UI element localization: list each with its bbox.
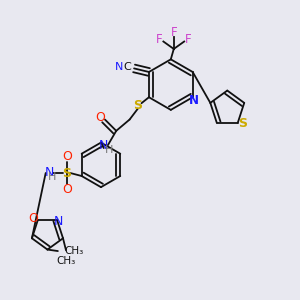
Text: N: N xyxy=(44,166,54,178)
Text: F: F xyxy=(156,33,162,46)
Text: H: H xyxy=(105,145,114,155)
Text: F: F xyxy=(170,26,177,39)
Text: S: S xyxy=(134,99,142,112)
Text: N: N xyxy=(115,62,124,72)
Text: N: N xyxy=(189,94,199,107)
Text: CH₃: CH₃ xyxy=(56,256,76,266)
Text: N: N xyxy=(99,140,108,152)
Text: O: O xyxy=(95,111,105,124)
Text: O: O xyxy=(62,151,72,164)
Text: N: N xyxy=(54,215,63,228)
Text: S: S xyxy=(62,167,71,179)
Text: C: C xyxy=(123,62,131,72)
Text: H: H xyxy=(47,172,56,182)
Text: CH₃: CH₃ xyxy=(64,246,84,256)
Text: O: O xyxy=(62,183,72,196)
Text: F: F xyxy=(185,33,192,46)
Text: S: S xyxy=(238,117,247,130)
Text: O: O xyxy=(28,212,38,225)
